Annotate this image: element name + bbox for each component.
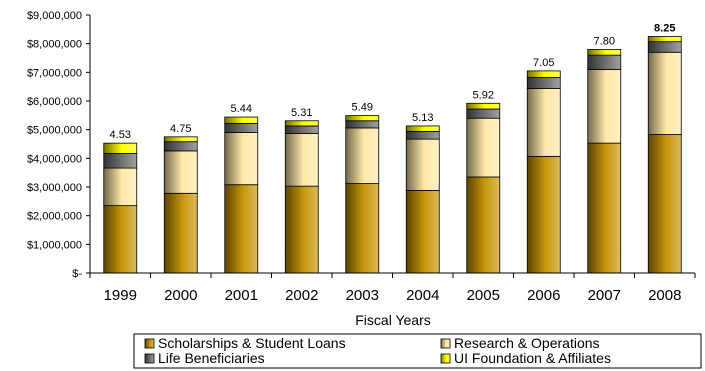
y-tick-label: $7,000,000: [27, 67, 82, 79]
legend-swatch: [144, 338, 155, 349]
bars: [103, 36, 682, 274]
bar-segment: [466, 102, 501, 110]
legend-label: Life Beneficiaries: [158, 350, 265, 366]
bar-segment: [284, 125, 319, 134]
bar-segment: [224, 122, 259, 133]
total-label: 5.49: [352, 102, 373, 114]
bar-segment: [405, 125, 440, 132]
y-tick-label: $4,000,000: [27, 153, 82, 165]
legend-box: [133, 333, 702, 369]
x-axis: 1999 2000 2001 2002 2003 2004 2005 2006 2007 2008: [89, 272, 696, 304]
x-tick-label: 2005: [467, 287, 500, 304]
total-label: 5.44: [231, 103, 252, 115]
x-tick-label: 1999: [104, 287, 137, 304]
bar-segment: [405, 190, 440, 274]
bar-segment: [526, 87, 561, 157]
bar-segment: [587, 54, 622, 70]
y-axis: $- $1,000,000 $2,000,000 $3,000,000 $4,000,0…: [27, 10, 91, 280]
x-tick-label: 2003: [346, 287, 379, 304]
x-axis-title: Fiscal Years: [355, 312, 430, 328]
bar-segment: [103, 205, 138, 274]
y-tick-label: $3,000,000: [27, 182, 82, 194]
y-tick-label: $1,000,000: [27, 239, 82, 251]
bar-segment: [405, 130, 440, 140]
bar-segment: [224, 116, 259, 124]
x-tick-label: 2002: [285, 287, 318, 304]
total-label: 8.25: [654, 23, 675, 35]
bar-segment: [466, 176, 501, 274]
bar-segment: [163, 150, 198, 194]
bar-segment: [647, 36, 682, 43]
bar-segment: [103, 167, 138, 207]
bar-segment: [345, 120, 380, 129]
y-tick-label: $5,000,000: [27, 125, 82, 137]
bar-segment: [526, 155, 561, 274]
x-tick-label: 2008: [648, 287, 681, 304]
x-tick-label: 2000: [164, 287, 197, 304]
bar-segment: [284, 185, 319, 274]
bar-segment: [345, 115, 380, 122]
bar-segment: [647, 41, 682, 53]
total-label: 5.92: [473, 89, 494, 101]
y-tick-label: $2,000,000: [27, 211, 82, 223]
bar-segment: [405, 138, 440, 191]
y-tick-label: $8,000,000: [27, 39, 82, 51]
bar-segment: [647, 51, 682, 135]
bar-segment: [224, 132, 259, 186]
bar-segment: [103, 153, 138, 169]
legend-label: UI Foundation & Affiliates: [454, 350, 611, 366]
bar-segment: [345, 127, 380, 184]
legend-label: Research & Operations: [454, 335, 600, 351]
bar-segment: [466, 117, 501, 178]
bar-segment: [587, 49, 622, 56]
x-tick-label: 2004: [406, 287, 439, 304]
bar-segment: [103, 142, 138, 154]
bar-segment: [163, 192, 198, 274]
total-label: 4.75: [170, 123, 191, 135]
bar-segment: [587, 142, 622, 274]
total-label: 5.13: [412, 112, 433, 124]
y-tick-label: $9,000,000: [27, 10, 82, 22]
total-label: 7.05: [533, 57, 554, 69]
legend-swatch: [440, 338, 451, 349]
bar-segment: [466, 108, 501, 119]
bar-segment: [284, 120, 319, 127]
bar-segment: [284, 132, 319, 187]
y-tick-label: $-: [72, 268, 82, 280]
legend-label: Scholarships & Student Loans: [158, 335, 346, 351]
bar-segment: [587, 69, 622, 144]
bar-segment: [526, 70, 561, 78]
bar-segment: [163, 136, 198, 143]
x-tick-label: 2007: [588, 287, 621, 304]
bar-segment: [647, 134, 682, 274]
bar-segment: [526, 77, 561, 89]
x-tick-label: 2006: [527, 287, 560, 304]
y-tick-label: $6,000,000: [27, 96, 82, 108]
bar-segment: [224, 184, 259, 274]
total-labels: 4.53 4.75 5.44 5.31 5.49 5.13 5.92 7.05 7.80 8.25: [110, 23, 676, 142]
total-label: 7.80: [594, 35, 615, 47]
total-label: 4.53: [110, 129, 131, 141]
x-tick-label: 2001: [225, 287, 258, 304]
legend-swatch: [440, 353, 451, 364]
legend: Scholarships & Student Loans Research & O…: [133, 333, 702, 369]
bar-segment: [345, 183, 380, 274]
bar-segment: [163, 141, 198, 152]
legend-swatch: [144, 353, 155, 364]
total-label: 5.31: [291, 107, 312, 119]
